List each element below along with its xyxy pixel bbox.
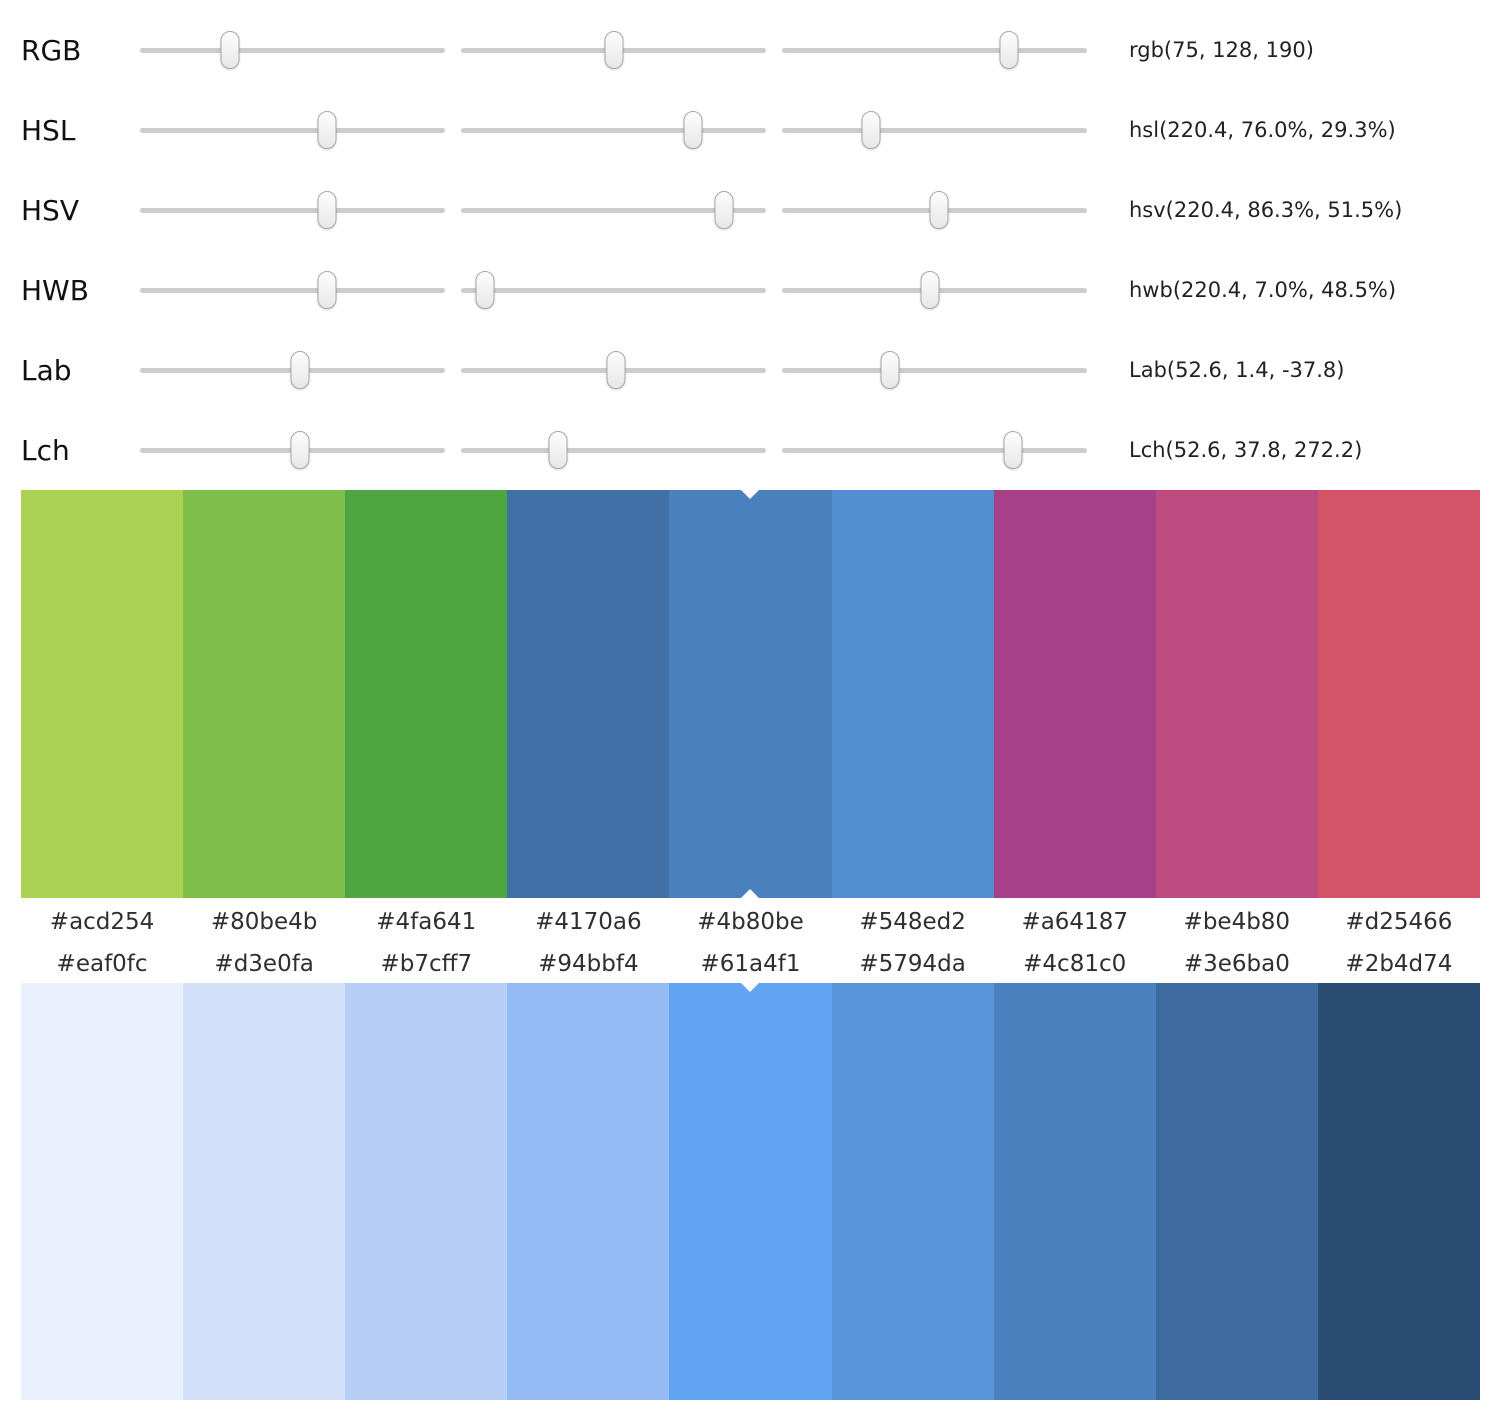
lab-value-text: Lab(52.6, 1.4, -37.8) bbox=[1129, 358, 1345, 382]
hsl-channel-2-thumb[interactable] bbox=[683, 111, 703, 149]
hue-swatch-2[interactable] bbox=[183, 490, 346, 898]
hue-hex-label-7: #a64187 bbox=[1021, 908, 1128, 935]
lab-channel-3-slider[interactable] bbox=[782, 351, 1087, 389]
shade-swatch-1[interactable] bbox=[21, 983, 184, 1400]
lch-channel-3-slider[interactable] bbox=[782, 431, 1087, 469]
shade-hex-labels: #eaf0fc #d3e0fa #b7cff7 #94bbf4 #61a4f1 … bbox=[21, 945, 1480, 983]
hsv-channel-3-slider[interactable] bbox=[782, 191, 1087, 229]
rgb-channel-1-slider[interactable] bbox=[140, 31, 445, 69]
shade-hex-label-1: #eaf0fc bbox=[56, 951, 148, 977]
selected-swatch-notch-top bbox=[741, 490, 760, 499]
slider-row-lch: Lch Lch(52.6, 37.8, 272.2) bbox=[21, 410, 1501, 490]
hsv-channel-2-slider[interactable] bbox=[461, 191, 766, 229]
hsl-channel-3-slider[interactable] bbox=[782, 111, 1087, 149]
hue-hex-label-5: #4b80be bbox=[697, 908, 804, 935]
selected-shade-notch-top bbox=[741, 983, 760, 992]
hue-swatch-1[interactable] bbox=[21, 490, 184, 898]
rgb-channel-2-slider[interactable] bbox=[461, 31, 766, 69]
hwb-channel-2-slider[interactable] bbox=[461, 271, 766, 309]
hue-palette bbox=[21, 490, 1480, 898]
hwb-label: HWB bbox=[21, 273, 89, 307]
shade-hex-label-4: #94bbf4 bbox=[538, 951, 639, 977]
shade-swatch-8[interactable] bbox=[1155, 983, 1318, 1400]
lch-channel-1-slider[interactable] bbox=[140, 431, 445, 469]
hsl-value-text: hsl(220.4, 76.0%, 29.3%) bbox=[1129, 118, 1396, 142]
hue-hex-label-2: #80be4b bbox=[210, 908, 318, 935]
lab-channel-1-slider[interactable] bbox=[140, 351, 445, 389]
rgb-channel-3-thumb[interactable] bbox=[999, 31, 1019, 69]
rgb-channel-2-thumb[interactable] bbox=[604, 31, 624, 69]
hue-hex-label-6: #548ed2 bbox=[859, 908, 966, 935]
hwb-channel-2-thumb[interactable] bbox=[475, 271, 495, 309]
shade-palette bbox=[21, 983, 1480, 1400]
shade-swatch-9[interactable] bbox=[1317, 983, 1480, 1400]
hue-swatch-3[interactable] bbox=[345, 490, 508, 898]
hue-hex-labels: #acd254 #80be4b #4fa641 #4170a6 #4b80be … bbox=[21, 898, 1480, 945]
shade-hex-label-2: #d3e0fa bbox=[214, 951, 314, 977]
slider-row-hsv: HSV hsv(220.4, 86.3%, 51.5%) bbox=[21, 170, 1501, 250]
hwb-channel-1-thumb[interactable] bbox=[317, 271, 337, 309]
shade-hex-label-3: #b7cff7 bbox=[380, 951, 473, 977]
lch-channel-3-thumb[interactable] bbox=[1003, 431, 1023, 469]
color-sliders-panel: RGB rgb(75, 128, 190) HSL hsl(220.4, 76.… bbox=[0, 0, 1501, 490]
lab-channel-1-thumb[interactable] bbox=[290, 351, 310, 389]
shade-hex-label-5: #61a4f1 bbox=[700, 951, 801, 977]
rgb-label: RGB bbox=[21, 33, 82, 67]
lab-channel-3-thumb[interactable] bbox=[880, 351, 900, 389]
slider-row-rgb: RGB rgb(75, 128, 190) bbox=[21, 10, 1501, 90]
hue-swatch-6[interactable] bbox=[831, 490, 994, 898]
hsv-channel-2-thumb[interactable] bbox=[714, 191, 734, 229]
shade-swatch-6[interactable] bbox=[831, 983, 994, 1400]
rgb-value-text: rgb(75, 128, 190) bbox=[1129, 38, 1314, 62]
slider-row-hsl: HSL hsl(220.4, 76.0%, 29.3%) bbox=[21, 90, 1501, 170]
hue-hex-label-1: #acd254 bbox=[49, 908, 155, 935]
hsl-channel-3-thumb[interactable] bbox=[861, 111, 881, 149]
hue-swatch-7[interactable] bbox=[993, 490, 1156, 898]
hsv-value-text: hsv(220.4, 86.3%, 51.5%) bbox=[1129, 198, 1403, 222]
lab-channel-2-slider[interactable] bbox=[461, 351, 766, 389]
shade-hex-label-7: #4c81c0 bbox=[1023, 951, 1127, 977]
hsv-channel-3-thumb[interactable] bbox=[929, 191, 949, 229]
hsv-label: HSV bbox=[21, 193, 79, 227]
hsl-label: HSL bbox=[21, 113, 76, 147]
slider-row-hwb: HWB hwb(220.4, 7.0%, 48.5%) bbox=[21, 250, 1501, 330]
lch-channel-2-thumb[interactable] bbox=[548, 431, 568, 469]
shade-hex-label-9: #2b4d74 bbox=[1345, 951, 1453, 977]
rgb-channel-3-slider[interactable] bbox=[782, 31, 1087, 69]
hue-hex-label-8: #be4b80 bbox=[1183, 908, 1291, 935]
shade-swatch-5-selected[interactable] bbox=[669, 983, 832, 1400]
shade-swatch-3[interactable] bbox=[345, 983, 508, 1400]
hsv-channel-1-slider[interactable] bbox=[140, 191, 445, 229]
lch-channel-2-slider[interactable] bbox=[461, 431, 766, 469]
hwb-channel-3-thumb[interactable] bbox=[920, 271, 940, 309]
lch-channel-1-thumb[interactable] bbox=[290, 431, 310, 469]
shade-swatch-2[interactable] bbox=[183, 983, 346, 1400]
lab-label: Lab bbox=[21, 353, 72, 387]
hwb-channel-3-slider[interactable] bbox=[782, 271, 1087, 309]
hsl-channel-2-slider[interactable] bbox=[461, 111, 766, 149]
hsl-channel-1-slider[interactable] bbox=[140, 111, 445, 149]
hue-swatch-5-selected[interactable] bbox=[669, 490, 832, 898]
selected-swatch-notch-bottom bbox=[741, 889, 760, 898]
rgb-channel-1-thumb[interactable] bbox=[220, 31, 240, 69]
hue-hex-label-9: #d25466 bbox=[1345, 908, 1453, 935]
lch-label: Lch bbox=[21, 433, 70, 467]
lch-value-text: Lch(52.6, 37.8, 272.2) bbox=[1129, 438, 1363, 462]
hue-hex-label-3: #4fa641 bbox=[376, 908, 477, 935]
slider-row-lab: Lab Lab(52.6, 1.4, -37.8) bbox=[21, 330, 1501, 410]
hsl-channel-1-thumb[interactable] bbox=[317, 111, 337, 149]
hsv-channel-1-thumb[interactable] bbox=[317, 191, 337, 229]
hue-swatch-9[interactable] bbox=[1317, 490, 1480, 898]
hue-swatch-4[interactable] bbox=[507, 490, 670, 898]
hue-hex-label-4: #4170a6 bbox=[535, 908, 642, 935]
shade-swatch-7[interactable] bbox=[993, 983, 1156, 1400]
hwb-value-text: hwb(220.4, 7.0%, 48.5%) bbox=[1129, 278, 1397, 302]
shade-hex-label-6: #5794da bbox=[859, 951, 966, 977]
lab-channel-2-thumb[interactable] bbox=[606, 351, 626, 389]
hue-swatch-8[interactable] bbox=[1155, 490, 1318, 898]
shade-hex-label-8: #3e6ba0 bbox=[1183, 951, 1290, 977]
shade-swatch-4[interactable] bbox=[507, 983, 670, 1400]
hwb-channel-1-slider[interactable] bbox=[140, 271, 445, 309]
